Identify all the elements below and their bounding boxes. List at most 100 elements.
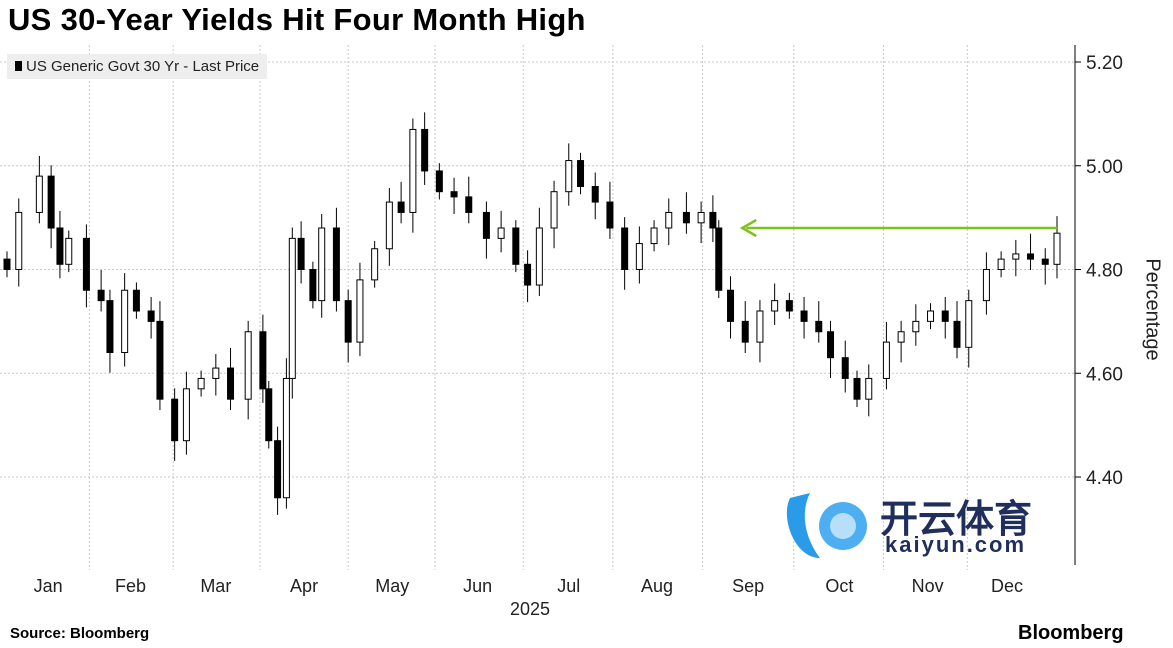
candle-body — [332, 227, 340, 302]
candle-body — [800, 310, 808, 322]
y-axis-label: Percentage — [1141, 258, 1164, 361]
x-tick-label: Mar — [200, 576, 231, 596]
x-tick-label: Sep — [732, 576, 764, 596]
y-tick-label: 4.60 — [1086, 364, 1123, 385]
source-note: Source: Bloomberg — [10, 625, 150, 642]
candle-body — [785, 300, 793, 312]
x-tick-label: May — [375, 576, 409, 596]
candle-body — [409, 128, 417, 213]
x-tick-label: Jan — [34, 576, 63, 596]
candle-body — [550, 191, 558, 229]
watermark-cn: 开云体育 — [880, 499, 1033, 541]
x-tick-label: Jul — [557, 576, 580, 596]
candle-body — [882, 341, 890, 379]
candle-body — [853, 377, 861, 400]
candle-body — [318, 227, 326, 302]
candle-body — [727, 289, 735, 322]
candle-body — [865, 377, 873, 400]
candle-body — [97, 289, 105, 302]
candle-body — [397, 201, 405, 213]
y-tick-label: 4.80 — [1086, 261, 1123, 282]
candle-body — [650, 227, 658, 245]
candle-body — [182, 388, 190, 442]
y-tick-label: 5.00 — [1086, 157, 1123, 178]
chart-title: US 30-Year Yields Hit Four Month High — [8, 2, 586, 37]
candle-body — [709, 211, 717, 229]
candle-body — [106, 300, 114, 353]
watermark-en: kaiyun.com — [885, 532, 1027, 557]
x-tick-label: Feb — [115, 576, 146, 596]
candle-body — [682, 211, 690, 224]
candle-body — [635, 243, 643, 270]
candle-body — [1027, 253, 1035, 260]
candle-body — [3, 258, 11, 270]
candle-body — [665, 211, 673, 229]
candle-body — [927, 310, 935, 322]
candle-body — [941, 310, 949, 322]
candle-body — [497, 227, 505, 239]
candle-body — [15, 211, 23, 270]
candle-body — [771, 300, 779, 312]
candle-body — [356, 279, 364, 343]
y-tick-label: 4.40 — [1086, 468, 1123, 489]
candle-body — [982, 269, 990, 302]
candle-body — [577, 160, 585, 187]
candle-body — [1041, 258, 1049, 265]
candle-body — [815, 320, 823, 333]
candle-body — [697, 211, 705, 224]
candle-body — [56, 227, 64, 265]
candle-body — [912, 320, 920, 333]
candle-body — [265, 388, 273, 442]
y-tick-label: 5.20 — [1086, 53, 1123, 74]
candle-body — [132, 289, 140, 312]
candle-body — [47, 175, 55, 229]
candle-body — [297, 237, 305, 270]
x-tick-label: Oct — [825, 576, 853, 596]
candle-body — [121, 289, 129, 353]
candle-body — [965, 300, 973, 348]
candle-body — [197, 377, 205, 390]
candle-body — [147, 310, 155, 322]
candle-body — [1012, 253, 1020, 260]
candle-body — [756, 310, 764, 343]
candle-body — [385, 201, 393, 250]
candle-body — [421, 128, 429, 172]
candle-body — [212, 367, 220, 379]
candle-body — [65, 237, 73, 265]
candle-body — [282, 377, 290, 499]
candle-body — [621, 227, 629, 270]
candle-body — [259, 331, 267, 390]
candle-body — [35, 175, 43, 213]
watermark-logo-icon — [775, 478, 875, 568]
candle-body — [535, 227, 543, 286]
candle-body — [897, 331, 905, 343]
x-tick-label: Apr — [290, 576, 318, 596]
candle-body — [371, 248, 379, 281]
candle-body — [524, 263, 532, 286]
highlight-arrow-head — [739, 218, 757, 238]
candle-body — [435, 170, 443, 193]
candle-body — [227, 367, 235, 400]
candle-body — [344, 300, 352, 343]
x-axis-label: 2025 — [510, 599, 550, 619]
candle-body — [606, 201, 614, 229]
candle-body — [827, 331, 835, 359]
candle-body — [512, 227, 520, 265]
bloomberg-brand: Bloomberg — [1018, 622, 1124, 644]
candle-body — [953, 320, 961, 348]
legend-swatch — [15, 61, 22, 71]
candle-body — [741, 320, 749, 343]
candle-body — [591, 186, 599, 203]
candle-body — [171, 398, 179, 442]
x-tick-label: Nov — [912, 576, 944, 596]
x-tick-label: Dec — [991, 576, 1023, 596]
candle-body — [274, 440, 282, 499]
x-tick-label: Aug — [641, 576, 673, 596]
candle-body — [841, 357, 849, 379]
candle-body — [244, 331, 252, 400]
candle-body — [288, 237, 296, 379]
candle-body — [156, 320, 164, 400]
candle-body — [450, 191, 458, 198]
